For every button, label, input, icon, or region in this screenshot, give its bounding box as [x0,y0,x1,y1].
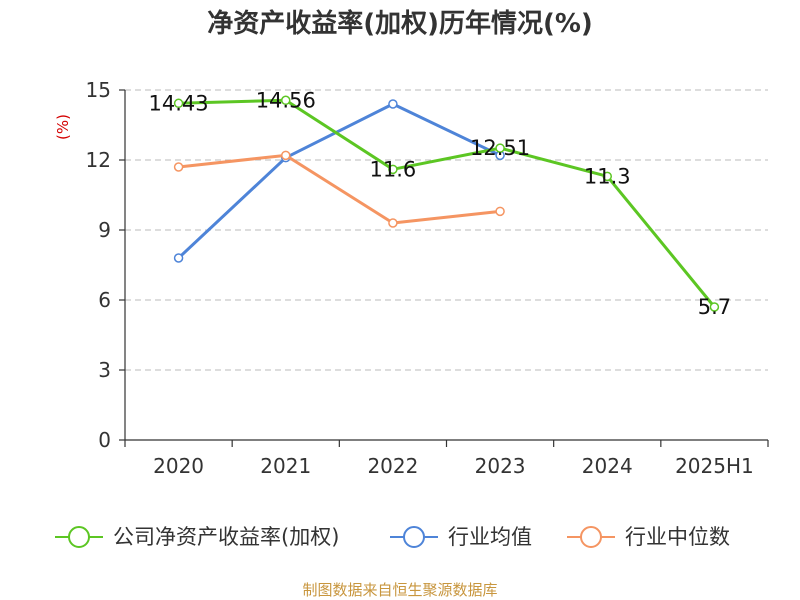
data-point [388,164,398,175]
y-tick-label: 6 [98,288,111,312]
data-label: 5.7 [698,295,731,319]
data-point [173,98,184,109]
series-line-2 [178,153,501,225]
data-label: 12.51 [470,136,530,160]
data-point [495,143,505,153]
grid-lines [125,89,768,371]
legend-marker [68,526,90,548]
data-label: 11.6 [370,157,417,181]
axes: 0 3 6 9 12 15 2020 2021 2022 2023 2024 2025H1 [86,78,769,478]
y-tick-label: 15 [86,78,111,102]
data-label: 14.43 [149,91,209,115]
data-point [281,150,291,161]
y-tick-label: 12 [86,148,111,172]
source-note: 制图数据来自恒生聚源数据库 [302,581,497,599]
x-tick-label: 2021 [260,454,311,478]
legend: 公司净资产收益率(加权) 行业均值 行业中位数 [55,525,730,549]
x-tick-label: 2020 [153,454,204,478]
data-point [495,206,505,217]
x-tick-label: 2025H1 [675,454,754,478]
y-axis-unit: (%) [54,114,72,140]
chart-title: 净资产收益率(加权)历年情况(%) [207,8,593,39]
x-tick-label: 2022 [367,454,418,478]
data-point [173,162,184,172]
data-point [173,253,184,263]
legend-label: 行业均值 [448,525,532,549]
y-tick-label: 9 [98,218,111,242]
series-line-1 [177,102,501,260]
series-layer [173,95,720,312]
legend-marker [403,526,425,548]
legend-label: 行业中位数 [625,525,730,549]
data-point [388,99,398,109]
legend-marker [580,526,602,548]
series-line-0 [178,98,716,308]
data-label: 14.56 [256,88,316,112]
data-label: 11.3 [584,164,631,188]
y-tick-label: 0 [98,428,111,452]
data-point [281,95,291,106]
data-point [602,171,612,182]
x-tick-label: 2024 [582,454,633,478]
data-point [709,302,720,312]
y-tick-label: 3 [98,358,111,382]
data-point [388,218,398,228]
legend-label: 公司净资产收益率(加权) [113,525,339,549]
x-tick-label: 2023 [475,454,526,478]
data-labels: 14.43 14.56 11.6 12.51 11.3 5.7 [149,88,732,319]
